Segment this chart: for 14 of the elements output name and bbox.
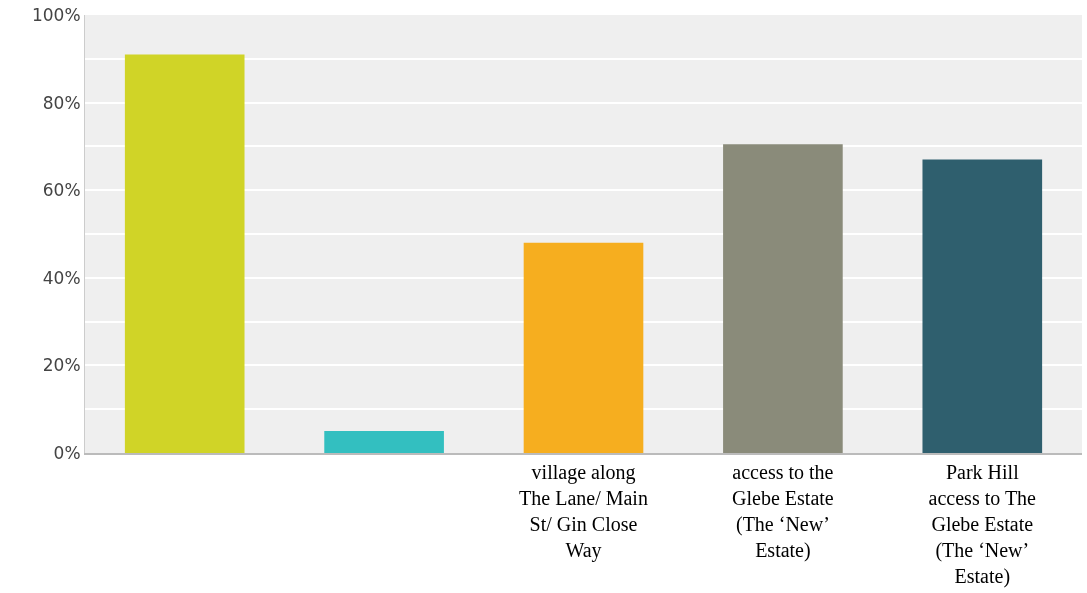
- y-tick-label: 100%: [31, 4, 81, 25]
- x-tick-label: village along The Lane/ Main St/ Gin Close Way: [519, 461, 648, 562]
- y-tick-label: 80%: [42, 92, 81, 113]
- y-tick-label: 20%: [42, 355, 81, 376]
- x-tick-label: Park Hill access to The Glebe Estate (The ‘New’ Estate): [928, 461, 1037, 588]
- bar: [523, 242, 644, 453]
- bar: [124, 54, 245, 453]
- y-tick-label: 40%: [42, 267, 81, 288]
- bar: [922, 159, 1043, 453]
- bar: [723, 144, 843, 453]
- bar: [324, 431, 444, 453]
- y-tick-label: 0%: [53, 442, 81, 463]
- y-tick-label: 60%: [42, 180, 81, 201]
- x-tick-label: access to the Glebe Estate (The ‘New’ Estate): [732, 461, 834, 562]
